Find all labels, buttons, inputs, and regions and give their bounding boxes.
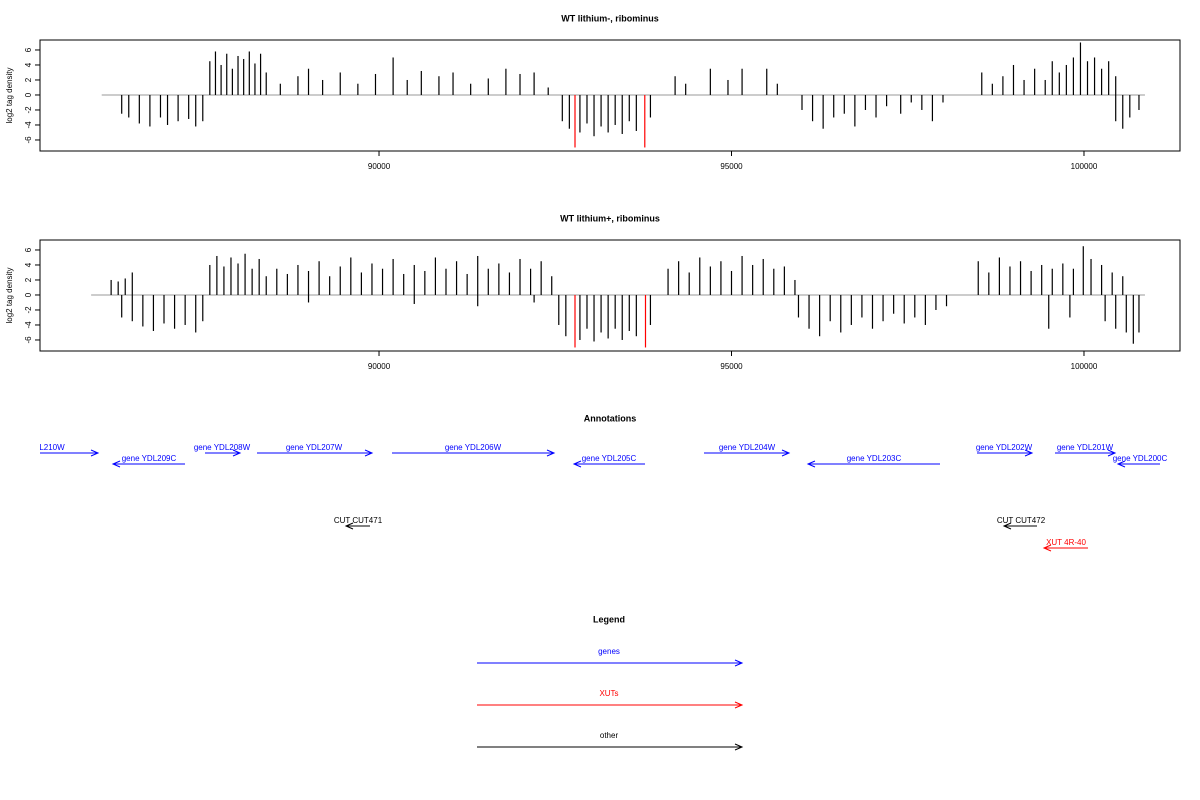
annotations-title: Annotations	[584, 413, 637, 423]
feature-arrow-head	[806, 460, 816, 468]
plot-frame	[39, 39, 1181, 152]
feature-label: gene YDL207W	[286, 443, 343, 452]
legend-arrow-head	[734, 701, 744, 709]
feature-arrow-head	[111, 460, 121, 468]
feature-arrow-head	[364, 449, 374, 457]
panel-title: WT lithium-, ribominus	[561, 13, 659, 23]
feature-arrow-head	[1116, 460, 1126, 468]
y-tick-label: 4	[24, 262, 33, 267]
legend-arrow-head	[734, 743, 744, 751]
y-tick-label: 6	[24, 47, 33, 52]
x-tick-label: 95000	[720, 362, 743, 371]
x-tick-label: 90000	[368, 362, 391, 371]
legend-label: other	[600, 731, 619, 740]
feature-arrow-head	[781, 449, 791, 457]
y-tick-label: -4	[24, 121, 33, 129]
y-tick-label: -2	[24, 306, 33, 314]
legend-label: XUTs	[599, 689, 618, 698]
y-tick-label: -4	[24, 321, 33, 329]
y-axis-label: log2 tag density	[5, 67, 14, 123]
feature-arrow-head	[232, 449, 242, 457]
y-tick-label: -6	[24, 336, 33, 344]
feature-label: gene YDL203C	[847, 454, 902, 463]
feature-arrow-head	[90, 449, 100, 457]
y-tick-label: -6	[24, 136, 33, 144]
x-tick-label: 100000	[1071, 362, 1098, 371]
y-tick-label: 0	[24, 92, 33, 97]
feature-arrow-head	[572, 460, 582, 468]
feature-label: gene YDL202W	[976, 443, 1033, 452]
feature-label: L210W	[39, 443, 65, 452]
feature-label: CUT CUT471	[334, 516, 383, 525]
feature-label: XUT 4R-40	[1046, 538, 1086, 547]
y-tick-label: 6	[24, 247, 33, 252]
panel-title: WT lithium+, ribominus	[560, 213, 660, 223]
feature-label: gene YDL204W	[719, 443, 776, 452]
x-tick-label: 100000	[1071, 162, 1098, 171]
feature-label: gene YDL201W	[1057, 443, 1114, 452]
feature-arrow-head	[1107, 449, 1117, 457]
y-tick-label: 2	[24, 77, 33, 82]
feature-label: CUT CUT472	[997, 516, 1046, 525]
legend-title: Legend	[593, 614, 625, 624]
feature-arrow-head	[1002, 522, 1012, 530]
y-tick-label: 4	[24, 62, 33, 67]
legend-label: genes	[598, 647, 620, 656]
x-tick-label: 90000	[368, 162, 391, 171]
legend-arrow-head	[734, 659, 744, 667]
feature-label: gene YDL206W	[445, 443, 502, 452]
feature-label: gene YDL208W	[194, 443, 251, 452]
feature-arrow-head	[546, 449, 556, 457]
feature-arrow-head	[1042, 544, 1052, 552]
plot-frame	[39, 239, 1181, 352]
feature-label: gene YDL205C	[582, 454, 637, 463]
x-tick-label: 95000	[720, 162, 743, 171]
y-axis-label: log2 tag density	[5, 267, 14, 323]
feature-label: gene YDL209C	[122, 454, 177, 463]
feature-arrow-head	[1024, 449, 1034, 457]
feature-label: gene YDL200C	[1113, 454, 1168, 463]
y-tick-label: 2	[24, 277, 33, 282]
feature-arrow-head	[344, 522, 354, 530]
y-tick-label: -2	[24, 106, 33, 114]
y-tick-label: 0	[24, 292, 33, 297]
